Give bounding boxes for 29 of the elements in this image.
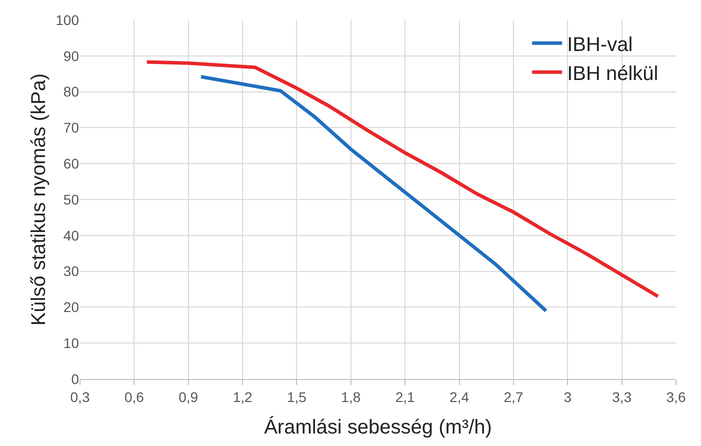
y-tick-label: 30: [63, 263, 80, 280]
y-tick-label: 80: [63, 84, 80, 100]
x-tick-label: 0,9: [178, 388, 198, 405]
x-tick-label: 1,5: [286, 388, 307, 405]
x-tick-label: 2,4: [450, 388, 470, 405]
line-series: [199, 74, 548, 313]
y-tick-label: 90: [63, 48, 80, 64]
x-tick-label: 1,8: [341, 388, 361, 405]
x-axis-title: Áramlási sebesség (m³/h): [264, 415, 492, 438]
legend-label: IBH nélkül: [567, 62, 658, 85]
y-tick-label: 60: [63, 156, 80, 172]
legend-label: IBH-val: [567, 34, 633, 56]
y-tick-label: 20: [63, 299, 80, 316]
y-tick-label: 50: [63, 191, 80, 208]
x-tick-label: 2,7: [504, 388, 524, 405]
x-tick-label: 3: [564, 388, 572, 405]
y-axis-title: Külső statikus nyomás (kPa): [28, 73, 50, 326]
y-tick-label: 40: [63, 227, 80, 244]
x-tick-label: 0,6: [124, 388, 144, 405]
y-tick-label: 100: [56, 12, 80, 28]
y-tick-label: 70: [63, 120, 80, 136]
x-tick-label: 1,2: [232, 388, 252, 405]
y-tick-label: 10: [63, 335, 80, 351]
x-tick-label: 3,3: [612, 388, 632, 405]
x-tick-label: 0,3: [70, 388, 90, 405]
x-tick-label: 2,1: [395, 388, 416, 405]
x-tick-label: 3,6: [666, 388, 686, 405]
line-series: [145, 60, 660, 298]
y-tick-label: 0: [71, 370, 80, 387]
